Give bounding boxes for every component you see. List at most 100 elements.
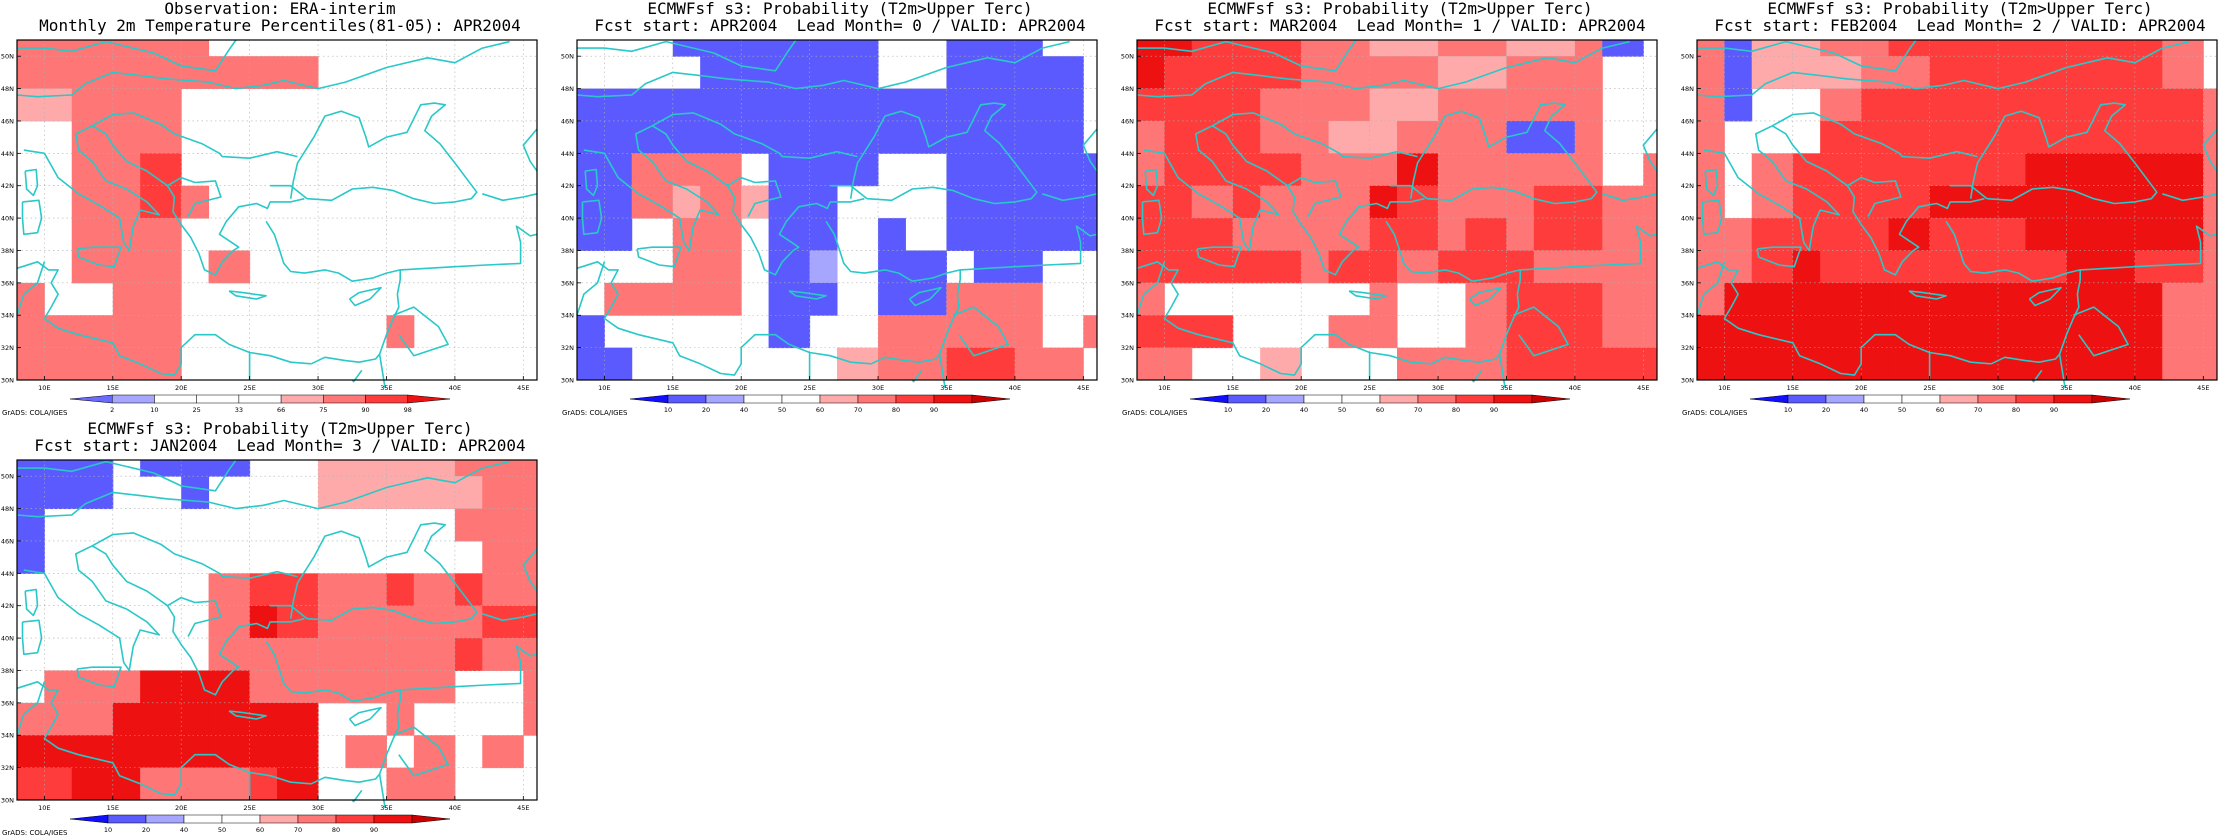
colorbar-swatch [365, 394, 409, 404]
grid-cell [44, 88, 73, 122]
grid-cell [809, 56, 838, 90]
grid-cell [1957, 218, 1999, 251]
lon-tick-label: 30E [312, 384, 324, 392]
grid-cell [1506, 88, 1535, 122]
grads-credit: GrADS: COLA/IGES [562, 409, 628, 417]
grid-cell [1998, 347, 2026, 381]
colorbar-swatch [2091, 394, 2131, 404]
grid-cell [345, 735, 387, 769]
map-frame [16, 39, 538, 381]
grid-cell [2203, 347, 2218, 381]
grid-cell [837, 153, 879, 187]
lon-tick-label: 25E [243, 804, 255, 812]
lon-tick-label: 15E [107, 804, 119, 812]
map-panel: ECMWFsf s3: Probability (T2m>Upper Terc)… [560, 0, 1120, 420]
grid-cell [1574, 347, 1603, 381]
colorbar-label: 80 [2012, 406, 2020, 414]
grid-cell [672, 88, 701, 122]
lat-tick-label: 46N [1121, 117, 1134, 125]
grid-cell [345, 605, 387, 639]
colorbar-swatch [857, 394, 897, 404]
grid-cell [1957, 250, 1999, 284]
grid-cell [604, 218, 633, 251]
grid-cell [837, 120, 879, 154]
grid-cell [413, 638, 456, 671]
grid-cell [809, 153, 838, 187]
grid-cells [577, 40, 1098, 381]
grid-cell [1042, 347, 1084, 381]
grid-cell [318, 605, 346, 639]
grid-cell [482, 476, 524, 510]
colorbar-label: 2 [110, 406, 114, 414]
grid-cell [878, 315, 906, 349]
grid-cell [1533, 120, 1576, 154]
panel-title: ECMWFsf s3: Probability (T2m>Upper Terc) [87, 419, 473, 438]
grid-cell [1397, 250, 1439, 284]
grid-cell [973, 153, 1016, 187]
map-svg: 30N 32N 34N 36N 38N 40N 42N 44N 46N 48N 50N 10E 15E 2… [1, 459, 538, 834]
grid-cell [2093, 282, 2136, 316]
grid-cell [1820, 282, 1862, 316]
grid-cell [809, 40, 838, 57]
grid-cell [1438, 153, 1466, 187]
grid-cell [112, 88, 141, 122]
grid-cell [973, 40, 1016, 57]
grid-cell [1397, 88, 1439, 122]
lat-tick-label: 42N [1681, 182, 1694, 190]
colorbar-label: 60 [1376, 406, 1384, 414]
lat-tick-label: 46N [1, 117, 14, 125]
grid-cell [631, 88, 674, 122]
panel-title: ECMWFsf s3: Probability (T2m>Upper Terc) [1207, 0, 1593, 18]
lon-tick-label: 25E [243, 384, 255, 392]
colorbar-swatch [1749, 394, 1789, 404]
grid-cell [1164, 56, 1193, 90]
grid-cell [1792, 153, 1821, 187]
grid-cell [1191, 218, 1234, 251]
grid-cell [878, 282, 906, 316]
grid-cell [345, 573, 387, 607]
grid-cell [1014, 40, 1043, 57]
lon-tick-label: 40E [1569, 384, 1581, 392]
grid-cell [1751, 40, 1794, 57]
grid-cell [1998, 218, 2026, 251]
grid-cell [1397, 120, 1439, 154]
lon-tick-label: 45E [517, 804, 529, 812]
grid-cell [946, 347, 975, 381]
lat-tick-label: 42N [1, 602, 14, 610]
grid-cell [1465, 56, 1507, 90]
graticule [17, 40, 537, 381]
grid-cell [837, 88, 879, 122]
grid-cell [2162, 282, 2204, 316]
grid-cell [973, 282, 1016, 316]
grid-cell [2025, 185, 2067, 219]
grid-cell [1164, 88, 1193, 122]
grid-cell [1465, 315, 1507, 349]
lat-tick-label: 38N [1, 667, 14, 675]
colorbar-swatch [107, 814, 147, 824]
grid-cell [878, 88, 906, 122]
grid-cell [1820, 218, 1862, 251]
colorbar-swatch [297, 814, 337, 824]
colorbar: 10 20 40 50 60 70 80 90 [629, 394, 1011, 414]
map-svg: 30N 32N 34N 36N 38N 40N 42N 44N 46N 48N 50N 10E 15E 2… [1, 39, 538, 414]
grid-cell [140, 120, 182, 154]
colorbar-swatch [781, 394, 821, 404]
grid-cell [17, 315, 45, 349]
grid-cell [2066, 185, 2095, 219]
colorbar-swatch [1863, 394, 1903, 404]
grid-cell [1301, 40, 1330, 57]
grid-cell [112, 315, 141, 349]
grid-cell [1083, 153, 1098, 187]
lon-tick-label: 15E [1787, 384, 1799, 392]
grid-cell [1820, 56, 1862, 90]
grid-cell [1506, 218, 1535, 251]
grid-cell [1083, 218, 1098, 251]
grid-cell [1083, 315, 1098, 349]
grid-cell [1397, 40, 1439, 57]
colorbar-swatch [1455, 394, 1495, 404]
grid-cell [672, 153, 701, 187]
colorbar-swatch [1901, 394, 1941, 404]
grid-cell [277, 670, 319, 704]
grid-cell [386, 605, 415, 639]
grid-cell [1888, 218, 1931, 251]
